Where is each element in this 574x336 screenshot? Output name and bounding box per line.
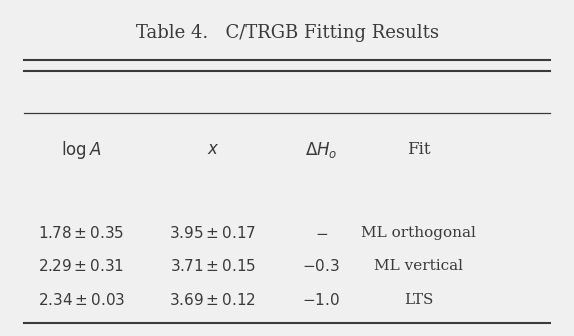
Text: LTS: LTS — [404, 293, 433, 307]
Text: $x$: $x$ — [207, 141, 219, 158]
Text: ML vertical: ML vertical — [374, 259, 463, 273]
Text: $1.78\pm0.35$: $1.78\pm0.35$ — [38, 225, 125, 241]
Text: Table 4.   C/TRGB Fitting Results: Table 4. C/TRGB Fitting Results — [135, 24, 439, 42]
Text: $\log A$: $\log A$ — [61, 139, 102, 161]
Text: $3.71\pm0.15$: $3.71\pm0.15$ — [170, 258, 256, 274]
Text: $3.69\pm0.12$: $3.69\pm0.12$ — [169, 292, 256, 308]
Text: $3.95\pm0.17$: $3.95\pm0.17$ — [169, 225, 257, 241]
Text: $2.34\pm0.03$: $2.34\pm0.03$ — [38, 292, 125, 308]
Text: $\Delta H_o$: $\Delta H_o$ — [305, 140, 338, 160]
Text: ML orthogonal: ML orthogonal — [361, 226, 476, 240]
Text: $-1.0$: $-1.0$ — [302, 292, 340, 308]
Text: Fit: Fit — [406, 141, 430, 158]
Text: $-0.3$: $-0.3$ — [302, 258, 340, 274]
Text: $-$: $-$ — [315, 226, 328, 240]
Text: $2.29\pm0.31$: $2.29\pm0.31$ — [38, 258, 125, 274]
